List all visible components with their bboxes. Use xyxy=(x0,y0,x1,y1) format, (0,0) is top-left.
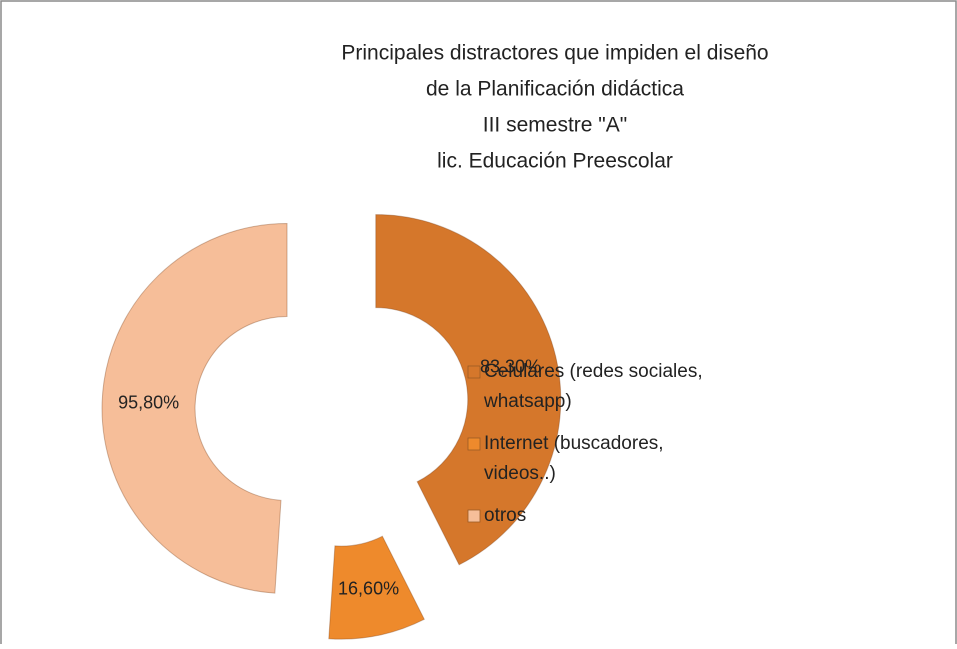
chart-title: Principales distractores que impiden el … xyxy=(341,42,768,65)
data-label: 83,30% xyxy=(480,356,541,376)
data-label: 95,80% xyxy=(118,393,179,413)
donut-segment xyxy=(375,214,562,566)
legend-label: otros xyxy=(484,505,526,526)
legend-marker xyxy=(467,509,481,523)
chart-title: lic. Educación Preescolar xyxy=(437,150,673,173)
legend-marker xyxy=(467,365,481,379)
donut-segment xyxy=(328,535,425,640)
chart-title: III semestre "A" xyxy=(483,114,627,137)
legend-marker xyxy=(467,437,481,451)
data-label: 16,60% xyxy=(338,579,399,599)
legend-label: Internet (buscadores, videos..) xyxy=(484,433,664,484)
donut-segment xyxy=(101,223,288,594)
legend-label: Celulares (redes sociales, whatsapp) xyxy=(483,361,703,412)
chart-title: de la Planificación didáctica xyxy=(426,78,684,101)
